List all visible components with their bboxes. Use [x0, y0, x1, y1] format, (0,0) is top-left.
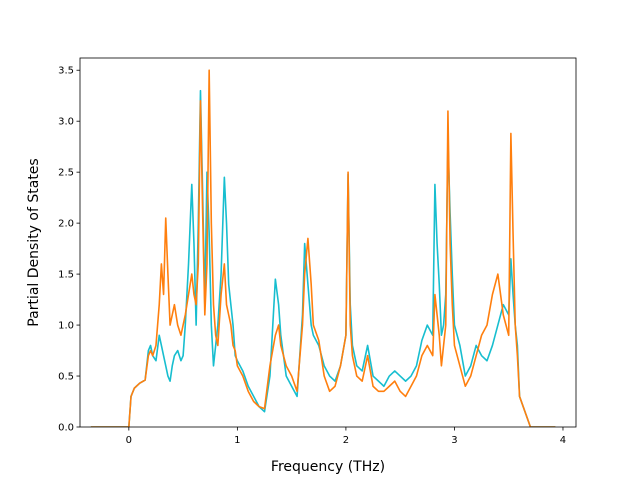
- y-axis-ticks: 0.0 0.5 1.0 1.5 2.0 2.5 3.0 3.5: [58, 66, 80, 434]
- x-tick-label: 1: [234, 435, 240, 446]
- series-line-2: [90, 69, 556, 427]
- x-tick-label: 0: [126, 435, 132, 446]
- y-tick-label: 3.5: [58, 66, 74, 77]
- x-tick-label: 2: [343, 435, 349, 446]
- plot-area: [80, 58, 576, 427]
- y-tick-label: 0.5: [58, 372, 74, 383]
- x-axis-ticks: 0 1 2 3 4: [126, 427, 566, 446]
- x-tick-label: 4: [560, 435, 566, 446]
- axes-frame: [79, 57, 577, 428]
- y-tick-label: 0.0: [58, 423, 74, 434]
- y-tick-label: 2.5: [58, 168, 74, 179]
- axes-background: [80, 58, 576, 427]
- y-tick-label: 1.5: [58, 270, 74, 281]
- y-tick-label: 1.0: [58, 321, 74, 332]
- series-layer: [90, 69, 556, 427]
- y-tick-label: 3.0: [58, 117, 74, 128]
- axes-border: [79, 57, 577, 428]
- x-axis-label: Frequency (THz): [271, 459, 385, 475]
- y-tick-label: 2.0: [58, 219, 74, 230]
- y-axis-label: Partial Density of States: [26, 158, 42, 326]
- x-tick-label: 3: [451, 435, 457, 446]
